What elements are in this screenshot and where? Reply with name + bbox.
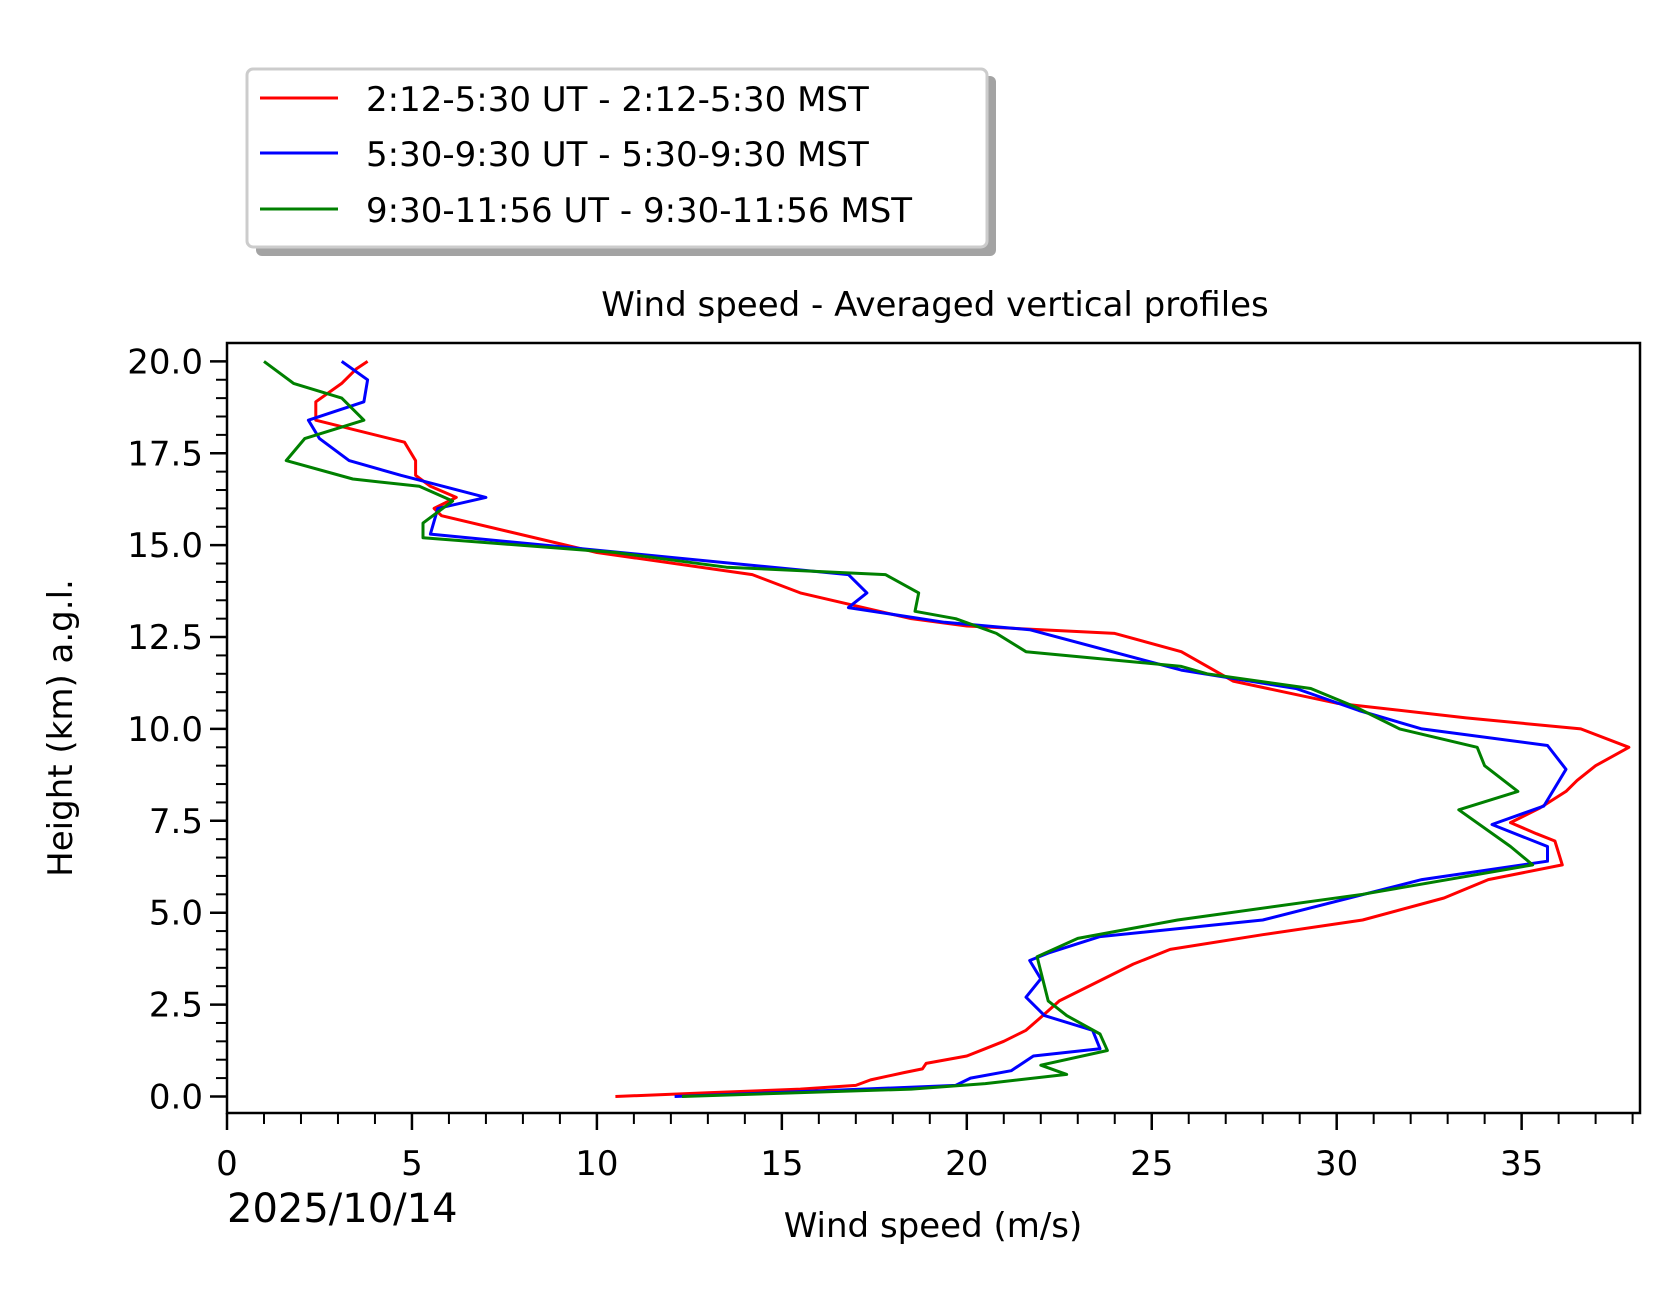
y-tick-label: 17.5 (127, 434, 203, 474)
legend: 2:12-5:30 UT - 2:12-5:30 MST 5:30-9:30 U… (245, 67, 996, 256)
legend-label-series-3: 9:30-11:56 UT - 9:30-11:56 MST (366, 191, 912, 231)
y-axis: 0.0 2.5 5.0 7.5 10.0 12.5 15.0 17.5 20.0 (127, 342, 227, 1117)
series-layer (263, 360, 1631, 1098)
x-tick-label: 20 (945, 1144, 988, 1184)
x-tick-label: 35 (1500, 1144, 1543, 1184)
chart-title: Wind speed - Averaged vertical profiles (601, 285, 1269, 325)
x-tick-label: 5 (401, 1144, 423, 1184)
date-label: 2025/10/14 (227, 1186, 458, 1232)
y-tick-label: 5.0 (149, 894, 203, 934)
x-tick-label: 15 (760, 1144, 803, 1184)
legend-label-series-2: 5:30-9:30 UT - 5:30-9:30 MST (366, 135, 869, 175)
y-axis-label: Height (km) a.g.l. (41, 579, 81, 877)
series-line-2 (306, 360, 1568, 1098)
y-tick-label: 10.0 (127, 710, 203, 750)
y-tick-label: 20.0 (127, 342, 203, 382)
x-tick-label: 30 (1315, 1144, 1358, 1184)
y-tick-label: 7.5 (149, 802, 203, 842)
x-tick-label: 25 (1130, 1144, 1173, 1184)
y-tick-label: 15.0 (127, 526, 203, 566)
x-tick-label: 10 (575, 1144, 618, 1184)
y-tick-label: 12.5 (127, 618, 203, 658)
legend-label-series-1: 2:12-5:30 UT - 2:12-5:30 MST (366, 80, 869, 120)
x-axis-label: Wind speed (m/s) (784, 1206, 1083, 1246)
x-tick-label: 0 (216, 1144, 238, 1184)
series-line-1 (314, 360, 1631, 1098)
y-tick-label: 0.0 (149, 1077, 203, 1117)
legend-box (245, 67, 989, 249)
plot-frame (225, 341, 1642, 1115)
series-line-3 (263, 360, 1535, 1098)
x-axis: 0 5 10 15 20 25 30 35 (216, 1113, 1634, 1184)
plot-area: 0 5 10 15 20 25 30 35 0.0 2.5 5.0 7.5 10.0 12.5 15.0 1… (127, 341, 1642, 1184)
y-tick-label: 2.5 (149, 986, 203, 1026)
